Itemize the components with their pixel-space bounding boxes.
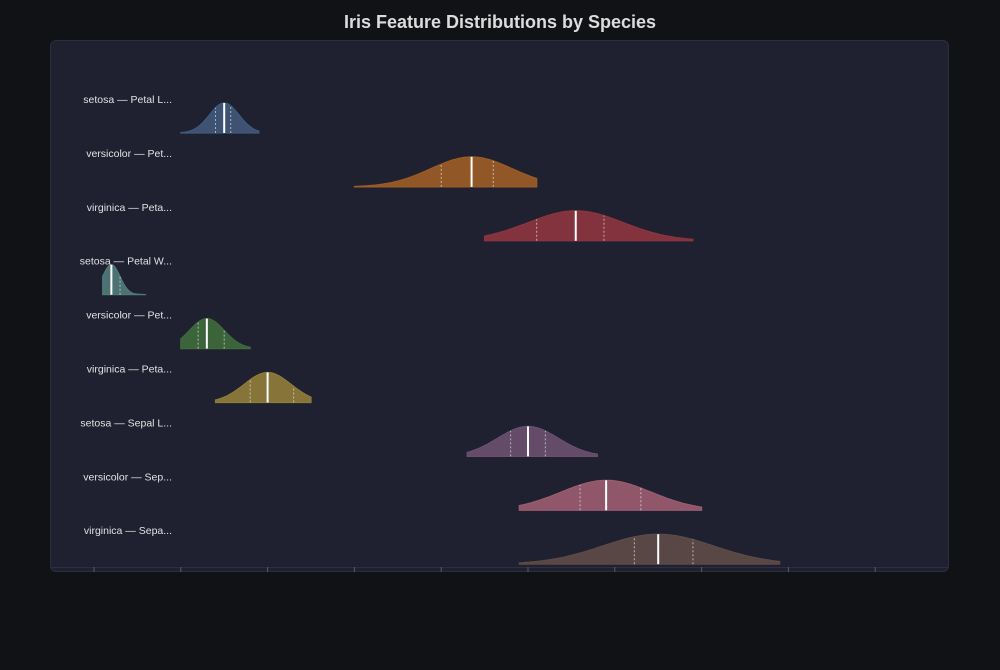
row-label: setosa — Petal W...	[80, 256, 172, 268]
density-ridge	[518, 533, 781, 565]
row-label: virginica — Peta...	[87, 364, 172, 376]
density-ridge	[353, 156, 538, 188]
chart-title: Iris Feature Distributions by Species	[343, 12, 657, 32]
density-ridge	[466, 425, 598, 457]
density-ridge	[214, 371, 312, 404]
density-ridge	[484, 210, 694, 242]
density-ridge	[518, 479, 703, 511]
density-ridge	[180, 318, 251, 350]
row-label: versicolor — Sep...	[83, 471, 172, 483]
row-label: versicolor — Pet...	[86, 148, 172, 160]
density-ridge	[180, 102, 260, 134]
row-label: setosa — Petal L...	[83, 94, 172, 106]
row-label: virginica — Peta...	[87, 202, 172, 214]
row-label: versicolor — Pet...	[86, 310, 172, 322]
density-ridge	[102, 264, 147, 296]
row-label: virginica — Sepa...	[84, 525, 172, 537]
row-label: setosa — Sepal L...	[80, 417, 172, 429]
